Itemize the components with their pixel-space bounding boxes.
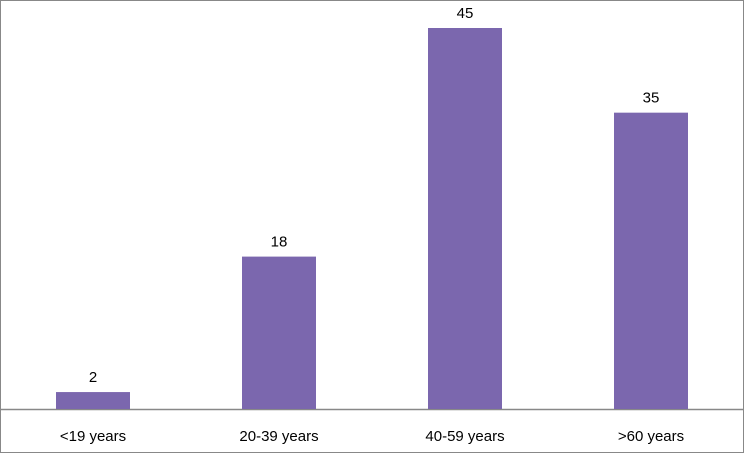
x-tick-label: >60 years xyxy=(618,428,684,445)
value-label: 45 xyxy=(457,5,474,22)
value-label: 18 xyxy=(271,234,288,251)
x-tick-label: 20-39 years xyxy=(239,428,318,445)
value-label: 2 xyxy=(89,369,97,386)
x-tick-label: <19 years xyxy=(60,428,126,445)
bar xyxy=(242,256,316,409)
bar xyxy=(428,28,502,409)
bar xyxy=(56,392,130,409)
value-label: 35 xyxy=(643,90,660,107)
bar xyxy=(614,112,688,410)
x-tick-label: 40-59 years xyxy=(425,428,504,445)
